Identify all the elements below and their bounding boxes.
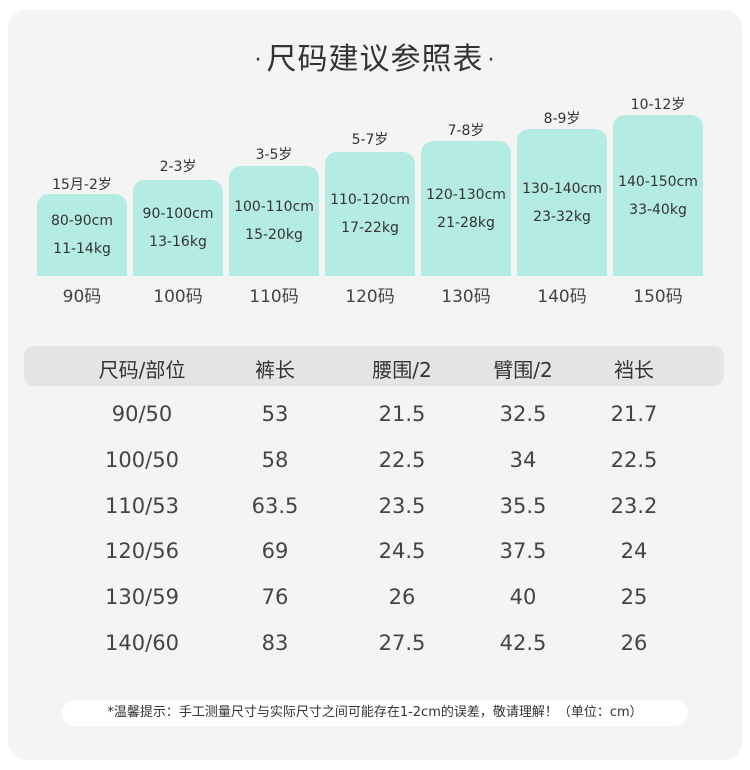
table-row: 120/56 69 24.5 37.5 24: [24, 533, 724, 573]
height-range: 130-140cm: [522, 180, 602, 197]
cell-crotch: 26: [620, 631, 648, 655]
header-arm: 臂围/2: [493, 358, 553, 382]
size-label: 110码: [249, 287, 299, 307]
height-range: 80-90cm: [50, 213, 113, 229]
cell-crotch: 21.7: [610, 402, 658, 426]
size-block: 90-100cm 13-16kg: [133, 180, 223, 276]
weight-range: 13-16kg: [149, 234, 207, 250]
cell-waist: 24.5: [378, 539, 426, 563]
size-block: 80-90cm 11-14kg: [37, 194, 127, 276]
page-title: · 尺码建议参照表 ·: [0, 34, 750, 78]
age-label: 10-12岁: [630, 97, 686, 113]
size-block: 130-140cm 23-32kg: [517, 129, 607, 276]
weight-range: 23-32kg: [533, 208, 591, 225]
cell-crotch: 25: [620, 585, 648, 609]
cell-arm: 35.5: [499, 494, 547, 518]
cell-size: 120/56: [105, 539, 179, 563]
size-label: 120码: [345, 287, 395, 307]
cell-size: 110/53: [105, 494, 179, 518]
table-row: 130/59 76 26 40 25: [24, 579, 724, 619]
cell-waist: 26: [388, 585, 416, 609]
cell-pants-length: 58: [261, 448, 289, 472]
age-label: 7-8岁: [447, 123, 485, 139]
size-block: 140-150cm 33-40kg: [613, 115, 703, 276]
title-dot-left: ·: [254, 48, 263, 73]
table-header: 尺码/部位 裤长 腰围/2 臂围/2 裆长: [24, 346, 724, 386]
cell-size: 100/50: [105, 448, 179, 472]
title-text: 尺码建议参照表: [266, 42, 484, 77]
cell-waist: 22.5: [378, 448, 426, 472]
header-size: 尺码/部位: [98, 358, 186, 382]
table-row: 110/53 63.5 23.5 35.5 23.2: [24, 488, 724, 528]
cell-waist: 23.5: [378, 494, 426, 518]
size-block: 100-110cm 15-20kg: [229, 166, 319, 276]
weight-range: 33-40kg: [629, 201, 687, 218]
cell-crotch: 22.5: [610, 448, 658, 472]
height-range: 140-150cm: [618, 173, 698, 190]
cell-arm: 37.5: [499, 539, 547, 563]
size-recommendation-bars: 15月-2岁 80-90cm 11-14kg 90码 2-3岁 90-100cm…: [0, 0, 750, 320]
cell-pants-length: 76: [261, 585, 289, 609]
age-label: 2-3岁: [159, 159, 197, 175]
measurement-note: *温馨提示：手工测量尺寸与实际尺寸之间可能存在1-2cm的误差，敬请理解！（单位…: [62, 700, 688, 726]
cell-arm: 32.5: [499, 402, 547, 426]
table-row: 90/50 53 21.5 32.5 21.7: [24, 396, 724, 436]
size-label: 100码: [153, 287, 203, 307]
header-crotch: 裆长: [614, 358, 654, 382]
age-label: 15月-2岁: [52, 177, 112, 193]
height-range: 100-110cm: [234, 199, 314, 215]
table-row: 140/60 83 27.5 42.5 26: [24, 625, 724, 665]
height-range: 120-130cm: [426, 186, 506, 203]
weight-range: 21-28kg: [437, 214, 495, 231]
cell-pants-length: 63.5: [251, 494, 299, 518]
cell-size: 140/60: [105, 631, 179, 655]
header-pants-length: 裤长: [255, 358, 295, 382]
title-dot-right: ·: [487, 48, 496, 73]
cell-waist: 27.5: [378, 631, 426, 655]
size-label: 130码: [441, 287, 491, 307]
cell-arm: 40: [509, 585, 537, 609]
cell-crotch: 24: [620, 539, 648, 563]
cell-pants-length: 83: [261, 631, 289, 655]
age-label: 5-7岁: [351, 132, 389, 148]
cell-arm: 42.5: [499, 631, 547, 655]
weight-range: 11-14kg: [53, 241, 111, 257]
age-label: 8-9岁: [543, 111, 581, 127]
cell-size: 130/59: [105, 585, 179, 609]
age-label: 3-5岁: [255, 147, 293, 163]
table-row: 100/50 58 22.5 34 22.5: [24, 442, 724, 482]
weight-range: 17-22kg: [341, 220, 399, 236]
cell-pants-length: 69: [261, 539, 289, 563]
size-label: 150码: [633, 287, 683, 307]
size-block: 110-120cm 17-22kg: [325, 152, 415, 276]
cell-waist: 21.5: [378, 402, 426, 426]
height-range: 90-100cm: [142, 206, 214, 222]
size-label: 140码: [537, 287, 587, 307]
height-range: 110-120cm: [330, 192, 410, 208]
cell-crotch: 23.2: [610, 494, 658, 518]
weight-range: 15-20kg: [245, 227, 303, 243]
cell-size: 90/50: [111, 402, 173, 426]
size-block: 120-130cm 21-28kg: [421, 141, 511, 276]
header-waist: 腰围/2: [372, 358, 432, 382]
cell-pants-length: 53: [261, 402, 289, 426]
size-label: 90码: [62, 287, 102, 307]
cell-arm: 34: [509, 448, 537, 472]
